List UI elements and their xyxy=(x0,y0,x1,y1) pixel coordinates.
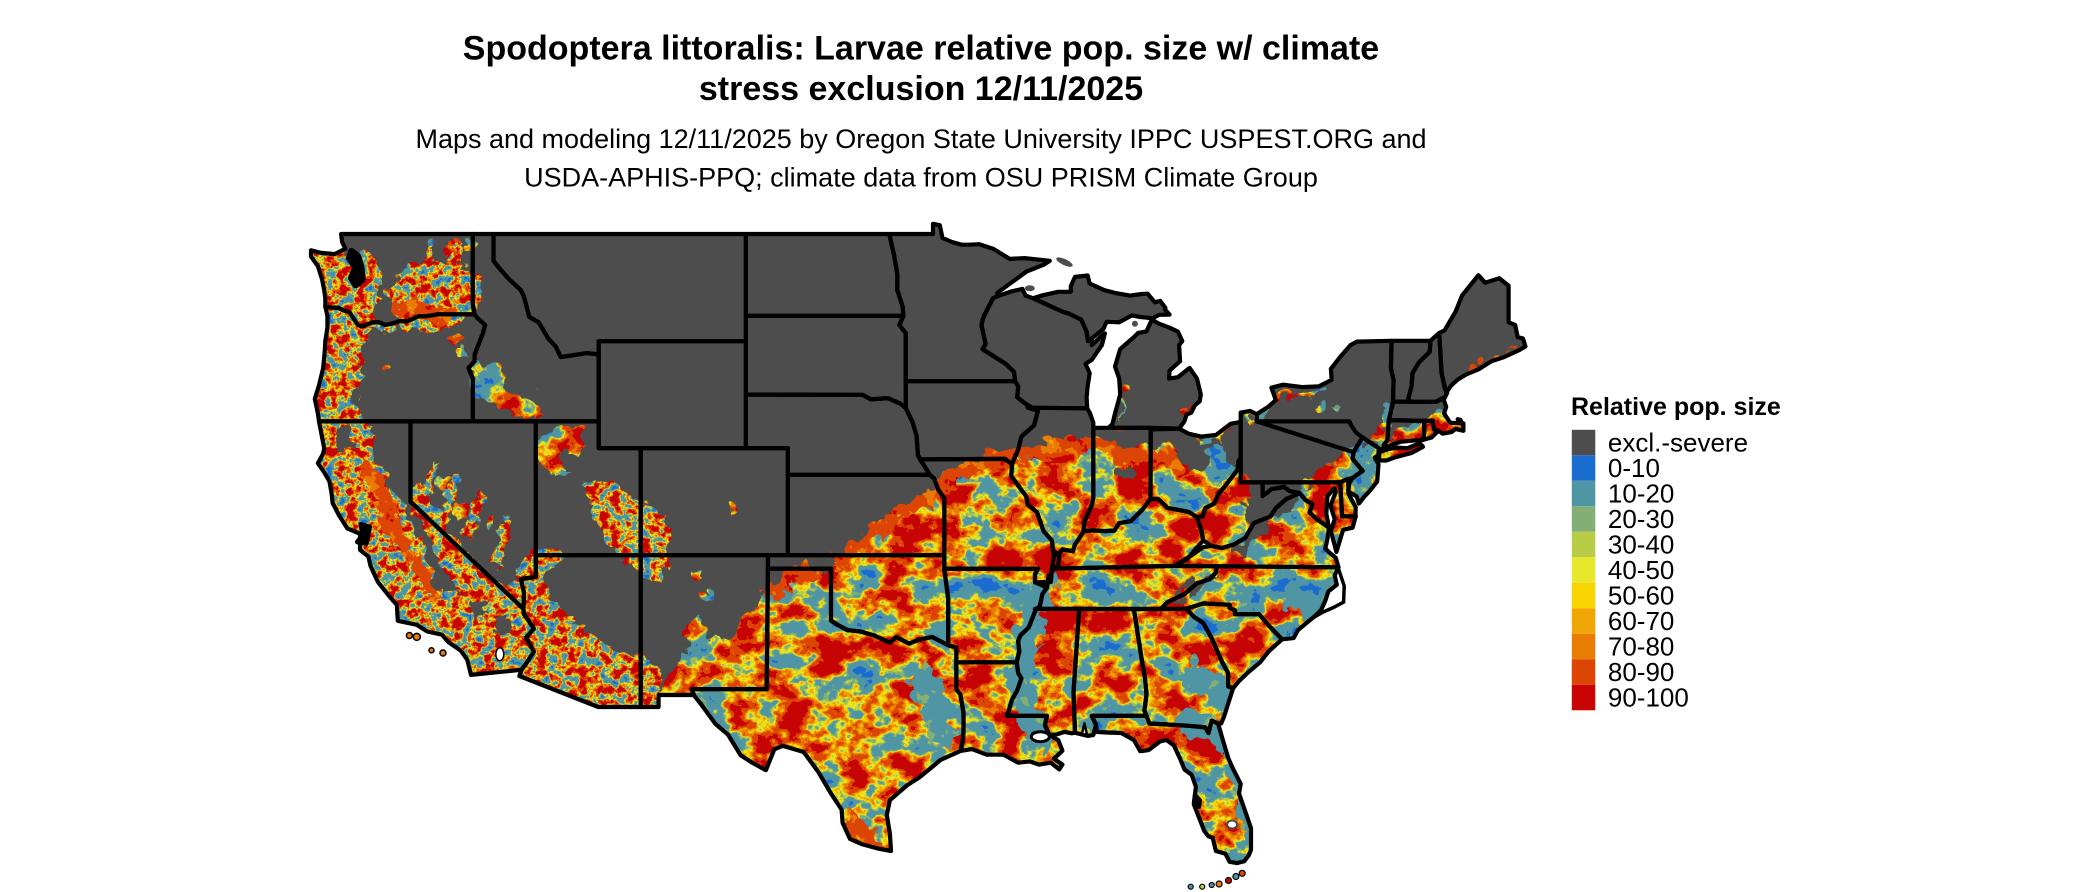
svg-text:80-90: 80-90 xyxy=(1608,657,1675,687)
svg-text:USDA-APHIS-PPQ; climate data f: USDA-APHIS-PPQ; climate data from OSU PR… xyxy=(524,163,1318,193)
svg-text:30-40: 30-40 xyxy=(1608,530,1675,560)
svg-text:excl.-severe: excl.-severe xyxy=(1608,428,1748,458)
svg-text:Maps and modeling 12/11/2025 b: Maps and modeling 12/11/2025 by Oregon S… xyxy=(415,124,1426,154)
svg-text:0-10: 0-10 xyxy=(1608,453,1660,483)
svg-text:60-70: 60-70 xyxy=(1608,606,1675,636)
svg-text:stress exclusion 12/11/2025: stress exclusion 12/11/2025 xyxy=(699,70,1143,108)
svg-text:50-60: 50-60 xyxy=(1608,581,1675,611)
svg-text:90-100: 90-100 xyxy=(1608,683,1689,713)
svg-text:Spodoptera littoralis: Larvae: Spodoptera littoralis: Larvae relative p… xyxy=(463,30,1379,68)
svg-text:10-20: 10-20 xyxy=(1608,479,1675,509)
svg-text:Relative pop. size: Relative pop. size xyxy=(1571,393,1781,421)
svg-text:70-80: 70-80 xyxy=(1608,632,1675,662)
svg-text:40-50: 40-50 xyxy=(1608,555,1675,585)
svg-text:20-30: 20-30 xyxy=(1608,504,1675,534)
